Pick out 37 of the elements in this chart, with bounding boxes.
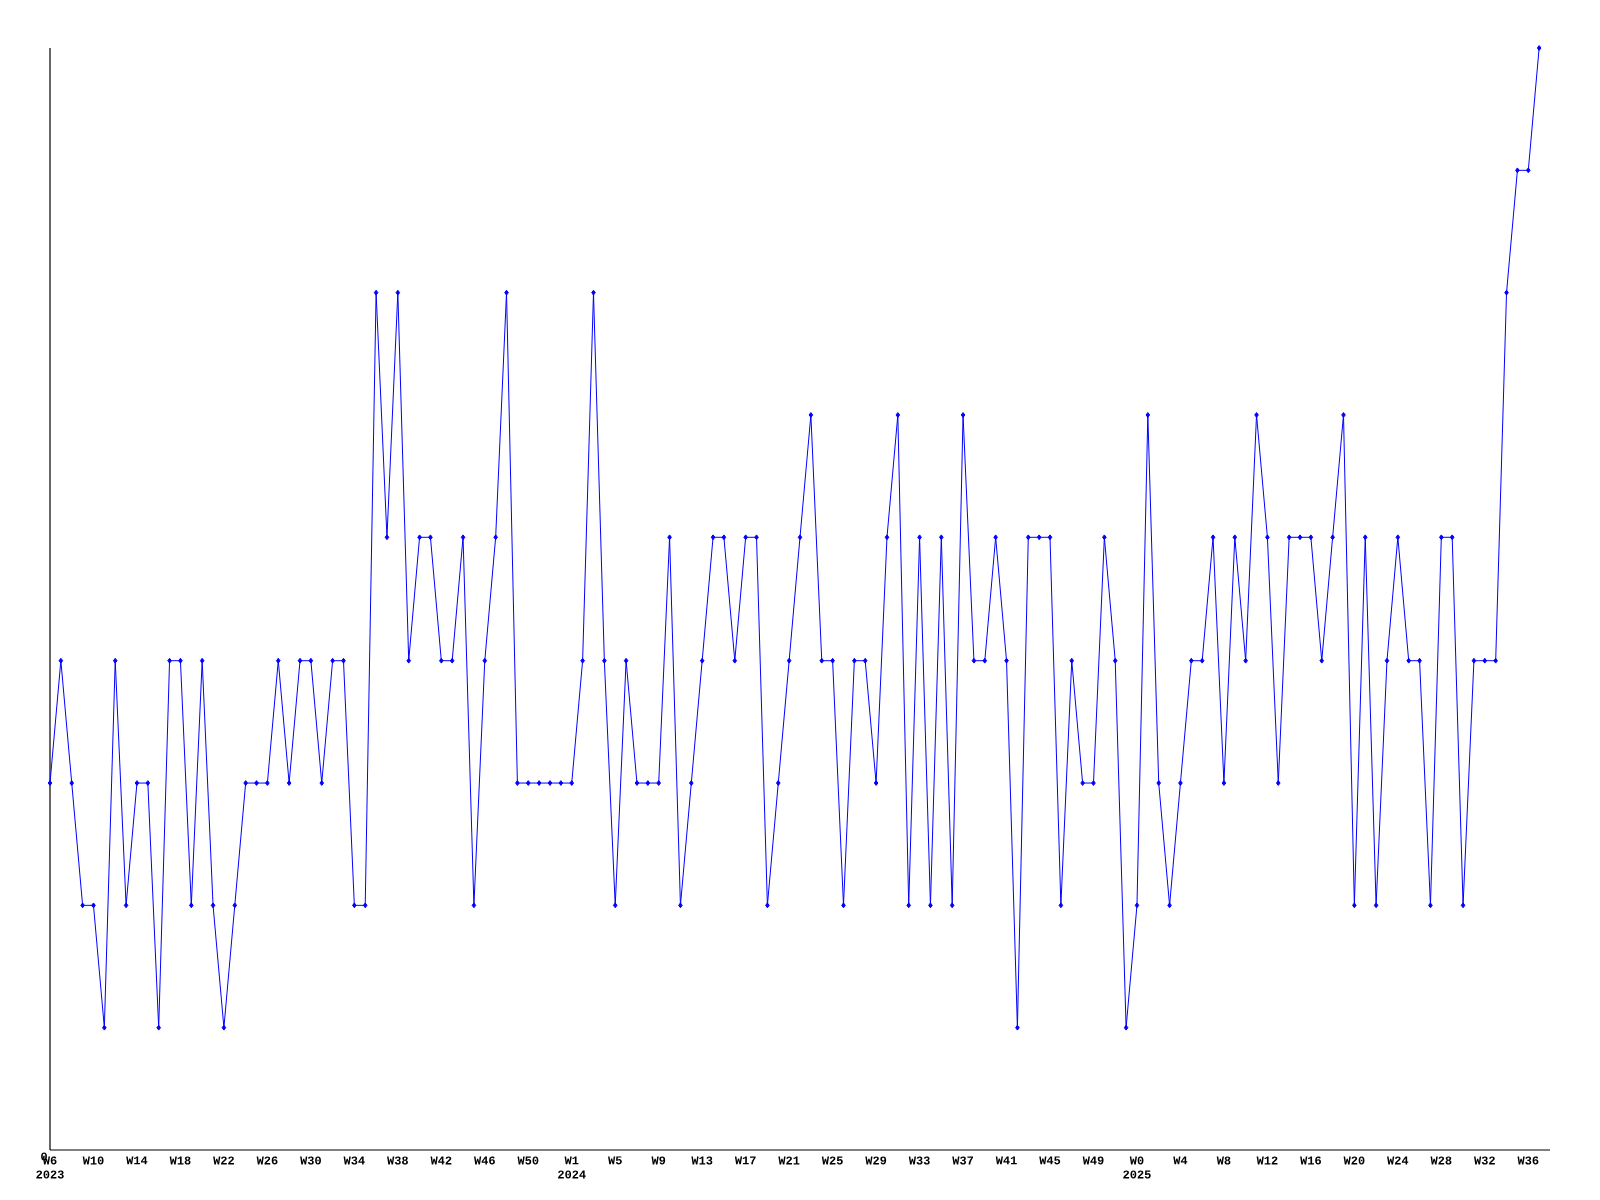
x-tick-label: W32 (1474, 1156, 1495, 1165)
x-tick-label: W20 (1343, 1156, 1365, 1165)
x-tick-label: W13 (691, 1156, 713, 1165)
x-tick-label: W30 (300, 1156, 321, 1165)
x-tick-label: W24 (1387, 1156, 1409, 1165)
x-tick-label: W37 (952, 1156, 974, 1165)
x-tick-label: W50 (517, 1156, 539, 1165)
x-tick-label: W9 (651, 1156, 666, 1165)
text: 2024 (558, 1170, 586, 1179)
text: 2023 (36, 1170, 64, 1179)
x-tick-label: W17 (734, 1156, 756, 1165)
x-tick-label: W33 (908, 1156, 930, 1165)
x-tick-label: W18 (169, 1156, 191, 1165)
x-tick-label: W0 (1129, 1156, 1144, 1165)
x-tick-label: W49 (1082, 1156, 1104, 1165)
x-tick-label: W41 (995, 1156, 1017, 1165)
x-tick-label: W10 (82, 1156, 104, 1165)
x-tick-label: W46 (474, 1156, 495, 1165)
x-tick-label: W34 (343, 1156, 365, 1165)
x-tick-label: W16 (1300, 1156, 1321, 1165)
x-tick-label: W28 (1430, 1156, 1452, 1165)
x-tick-label: W29 (865, 1156, 887, 1165)
x-tick-label: W8 (1216, 1156, 1231, 1165)
x-tick-label: W36 (1517, 1156, 1539, 1165)
x-tick-label: W4 (1173, 1156, 1188, 1165)
x-tick-label: W14 (126, 1156, 148, 1165)
x-tick-label: W25 (821, 1156, 843, 1165)
text: 2025 (1123, 1170, 1151, 1179)
x-tick-label: W12 (1256, 1156, 1278, 1165)
x-tick-label: W1 (564, 1156, 579, 1165)
x-tick-label: W42 (430, 1156, 452, 1165)
x-tick-label: W45 (1039, 1156, 1061, 1165)
x-tick-label: W5 (608, 1156, 622, 1165)
x-tick-label: W38 (387, 1156, 408, 1165)
x-tick-label: W26 (256, 1156, 278, 1165)
x-tick-label: W21 (778, 1156, 800, 1165)
x-tick-label: W22 (213, 1156, 234, 1165)
